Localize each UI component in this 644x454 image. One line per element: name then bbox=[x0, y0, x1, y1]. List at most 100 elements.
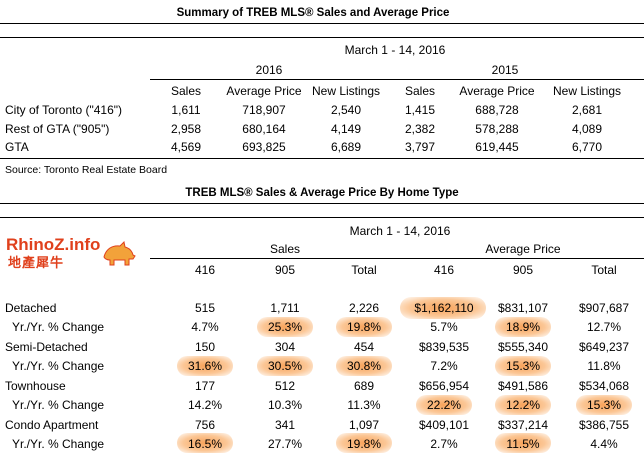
table-cell: 11.8% bbox=[587, 359, 621, 373]
highlight-mark bbox=[336, 356, 392, 376]
table-cell: 756 bbox=[194, 418, 216, 432]
table-cell: 718,907 bbox=[242, 103, 286, 117]
table-cell: 15.3% bbox=[586, 398, 622, 412]
table-cell: 619,445 bbox=[475, 140, 519, 154]
logo-brand-text: RhinoZ.info bbox=[6, 235, 101, 254]
highlight-mark bbox=[495, 395, 551, 415]
divider bbox=[150, 79, 644, 80]
table-cell: 4,149 bbox=[330, 122, 362, 136]
table1-col-header: New Listings bbox=[311, 84, 381, 98]
table-cell: 515 bbox=[194, 301, 216, 315]
divider bbox=[0, 217, 644, 218]
highlight-mark bbox=[416, 395, 472, 415]
table2-col-header: Total bbox=[591, 263, 617, 277]
table2-col-header: 416 bbox=[433, 263, 455, 277]
table-cell: 19.8% bbox=[346, 437, 382, 451]
highlight-mark bbox=[177, 356, 233, 376]
table1-period: March 1 - 14, 2016 bbox=[344, 43, 446, 57]
highlight-mark bbox=[257, 317, 313, 337]
table-cell: 2,226 bbox=[348, 301, 380, 315]
rhino-icon bbox=[103, 240, 136, 266]
table-cell: $491,586 bbox=[497, 379, 549, 393]
divider bbox=[0, 158, 644, 159]
table1-col-header: Sales bbox=[170, 84, 202, 98]
table-cell: $656,954 bbox=[418, 379, 470, 393]
highlight-mark bbox=[495, 433, 551, 453]
table-cell: 15.3% bbox=[505, 359, 541, 373]
table-row-label: Detached bbox=[5, 301, 57, 315]
divider bbox=[150, 258, 644, 259]
table-cell: $337,214 bbox=[497, 418, 549, 432]
table-cell: 304 bbox=[274, 340, 296, 354]
table-cell: 1,415 bbox=[404, 103, 436, 117]
table-cell: $555,340 bbox=[497, 340, 549, 354]
highlight-mark bbox=[400, 297, 486, 319]
table-row-label: Condo Apartment bbox=[5, 418, 99, 432]
source-note: Source: Toronto Real Estate Board bbox=[5, 164, 168, 176]
highlight-mark bbox=[576, 395, 632, 415]
table-cell: 1,711 bbox=[270, 301, 300, 315]
table2-col-header: 905 bbox=[512, 263, 534, 277]
table2-period: March 1 - 14, 2016 bbox=[349, 224, 451, 238]
divider bbox=[0, 23, 644, 24]
table-row-label: GTA bbox=[5, 140, 29, 154]
table-cell: 688,728 bbox=[475, 103, 519, 117]
table-cell: 693,825 bbox=[242, 140, 286, 154]
divider bbox=[0, 37, 644, 38]
table-cell: $534,068 bbox=[578, 379, 630, 393]
table-cell: 11.5% bbox=[506, 437, 540, 451]
table-cell: 12.7% bbox=[586, 320, 622, 334]
table1-title: Summary of TREB MLS® Sales and Average P… bbox=[176, 7, 450, 19]
table-row-label: Rest of GTA ("905") bbox=[5, 122, 110, 136]
table-cell: 2,681 bbox=[571, 103, 603, 117]
table2-col-header: 416 bbox=[194, 263, 216, 277]
table-cell: 341 bbox=[274, 418, 296, 432]
table-cell: 6,770 bbox=[571, 140, 603, 154]
table-cell: 31.6% bbox=[187, 359, 223, 373]
table-cell: 2,382 bbox=[404, 122, 436, 136]
table-row-label: Yr./Yr. % Change bbox=[12, 359, 105, 373]
table-cell: 30.5% bbox=[267, 359, 303, 373]
table-cell: 6,689 bbox=[330, 140, 362, 154]
highlight-mark bbox=[336, 317, 392, 337]
table-row-label: Townhouse bbox=[5, 379, 66, 393]
highlight-mark bbox=[257, 356, 313, 376]
table-row-label: City of Toronto ("416") bbox=[5, 103, 123, 117]
table1-col-header: New Listings bbox=[552, 84, 622, 98]
highlight-mark bbox=[495, 356, 551, 376]
table-cell: 4,569 bbox=[170, 140, 202, 154]
table2-title: TREB MLS® Sales & Average Price By Home … bbox=[185, 187, 459, 199]
table-cell: 11.3% bbox=[347, 398, 381, 412]
table-cell: 4.7% bbox=[191, 320, 219, 334]
table-cell: $409,101 bbox=[418, 418, 470, 432]
table-cell: 680,164 bbox=[242, 122, 286, 136]
table-cell: 4.4% bbox=[590, 437, 618, 451]
table-cell: 25.3% bbox=[267, 320, 303, 334]
table-cell: 4,089 bbox=[571, 122, 603, 136]
table-cell: 10.3% bbox=[267, 398, 303, 412]
table-cell: 150 bbox=[194, 340, 216, 354]
table-cell: 19.8% bbox=[346, 320, 382, 334]
table-cell: 30.8% bbox=[346, 359, 382, 373]
table-cell: 512 bbox=[274, 379, 296, 393]
table2-col-header: Total bbox=[351, 263, 377, 277]
table1-col-header: Average Price bbox=[459, 84, 535, 98]
table-cell: $907,687 bbox=[578, 301, 630, 315]
table-row-label: Yr./Yr. % Change bbox=[12, 320, 105, 334]
table1-year-2016: 2016 bbox=[255, 63, 283, 77]
table-cell: 16.5% bbox=[187, 437, 223, 451]
table-cell: $831,107 bbox=[497, 301, 549, 315]
rhinoz-logo: RhinoZ.info 地產犀牛 bbox=[6, 236, 146, 272]
table-row-label: Yr./Yr. % Change bbox=[12, 398, 105, 412]
table-cell: 7.2% bbox=[430, 359, 458, 373]
table-cell: 3,797 bbox=[404, 140, 436, 154]
table-cell: 1,611 bbox=[171, 103, 201, 117]
table2-group-avg-price: Average Price bbox=[485, 242, 561, 256]
table-cell: 27.7% bbox=[267, 437, 303, 451]
table-row-label: Yr./Yr. % Change bbox=[12, 437, 105, 451]
table-cell: 1,097 bbox=[348, 418, 380, 432]
table-cell: 22.2% bbox=[426, 398, 462, 412]
table2-group-sales: Sales bbox=[269, 242, 301, 256]
table-cell: $1,162,110 bbox=[414, 301, 474, 315]
table-cell: 177 bbox=[194, 379, 216, 393]
